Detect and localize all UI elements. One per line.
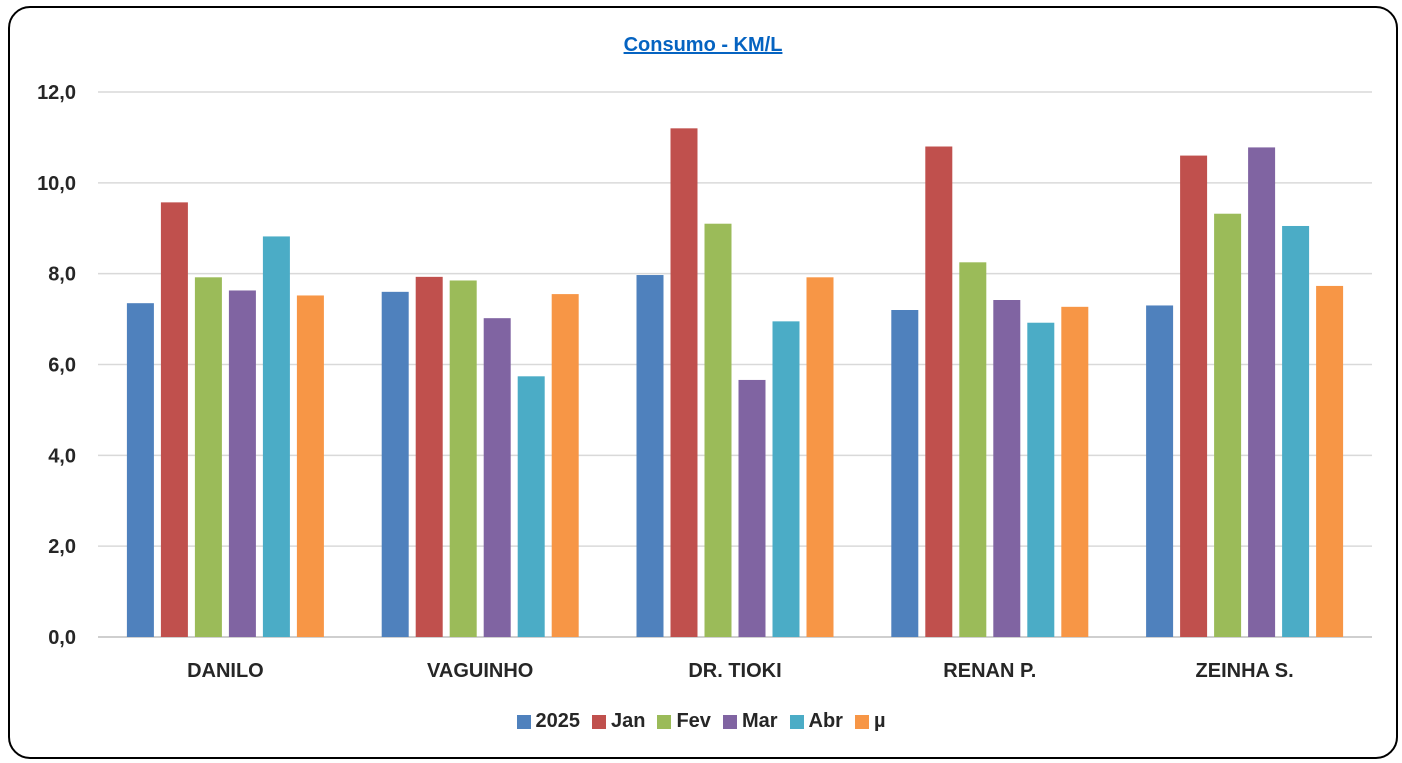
bar — [483, 318, 511, 637]
bar — [925, 146, 953, 637]
legend-item: Mar — [722, 710, 778, 733]
chart-title: Consumo - KM/L — [623, 34, 783, 56]
bar — [636, 275, 664, 637]
bar — [959, 262, 987, 637]
bar — [262, 236, 290, 638]
bar — [551, 294, 579, 637]
bar — [1146, 305, 1174, 637]
x-axis-ticks: DANILO VAGUINHO DR. TIOKI RENAN P. ZEINHA S. — [187, 660, 1294, 682]
y-tick-label: 2,0 — [48, 536, 76, 558]
bar — [126, 303, 154, 637]
bar — [704, 223, 732, 638]
y-axis-ticks: 0,0 2,0 4,0 6,0 8,0 10,0 12,0 — [37, 82, 76, 649]
legend-label: Mar — [741, 710, 778, 732]
legend-label: µ — [873, 710, 886, 732]
legend-swatch — [789, 714, 804, 729]
x-tick-label: ZEINHA S. — [1196, 660, 1294, 682]
bars — [126, 128, 1344, 638]
legend-item: µ — [854, 710, 886, 733]
bar — [160, 202, 188, 638]
bar — [1180, 155, 1208, 638]
bar — [228, 290, 256, 637]
y-tick-label: 4,0 — [48, 445, 76, 467]
legend: 2025 Jan Fev Mar Abr µ — [0, 710, 1402, 733]
bar — [194, 277, 222, 637]
legend-swatch — [592, 714, 606, 729]
bar — [415, 276, 443, 637]
bar — [993, 300, 1021, 637]
y-tick-label: 8,0 — [48, 264, 76, 286]
legend-item: Abr — [789, 710, 843, 733]
y-tick-label: 0,0 — [48, 627, 76, 649]
bar — [670, 128, 698, 638]
x-tick-label: RENAN P. — [943, 660, 1036, 682]
bar — [1248, 147, 1276, 638]
bar — [806, 277, 834, 637]
bar — [1214, 213, 1242, 637]
legend-label: 2025 — [535, 710, 581, 732]
y-tick-label: 10,0 — [37, 173, 76, 195]
bar — [738, 379, 766, 637]
x-tick-label: DANILO — [187, 660, 264, 682]
legend-swatch — [516, 714, 531, 729]
legend-item: 2025 — [516, 710, 581, 733]
legend-swatch — [722, 714, 737, 729]
bar — [1061, 306, 1089, 637]
x-tick-label: DR. TIOKI — [688, 660, 781, 682]
bar — [1282, 225, 1310, 637]
bar — [891, 310, 919, 637]
legend-item: Fev — [657, 710, 711, 733]
legend-label: Jan — [611, 710, 646, 732]
bar — [772, 321, 800, 637]
legend-item: Jan — [592, 710, 645, 733]
legend-swatch — [657, 714, 672, 729]
bar-chart: 0,0 2,0 4,0 6,0 8,0 10,0 12,0 DANILO VAGUINHO DR… — [37, 82, 1372, 682]
bar — [1316, 285, 1344, 637]
legend-label: Fev — [676, 710, 711, 732]
legend-swatch — [854, 714, 869, 729]
legend-label: Abr — [808, 710, 843, 732]
bar — [296, 295, 324, 637]
bar — [381, 291, 409, 637]
y-tick-label: 6,0 — [48, 355, 76, 377]
bar — [449, 280, 477, 637]
x-tick-label: VAGUINHO — [427, 660, 533, 682]
y-tick-label: 12,0 — [37, 82, 76, 104]
bar — [1027, 322, 1055, 637]
bar — [517, 376, 545, 637]
